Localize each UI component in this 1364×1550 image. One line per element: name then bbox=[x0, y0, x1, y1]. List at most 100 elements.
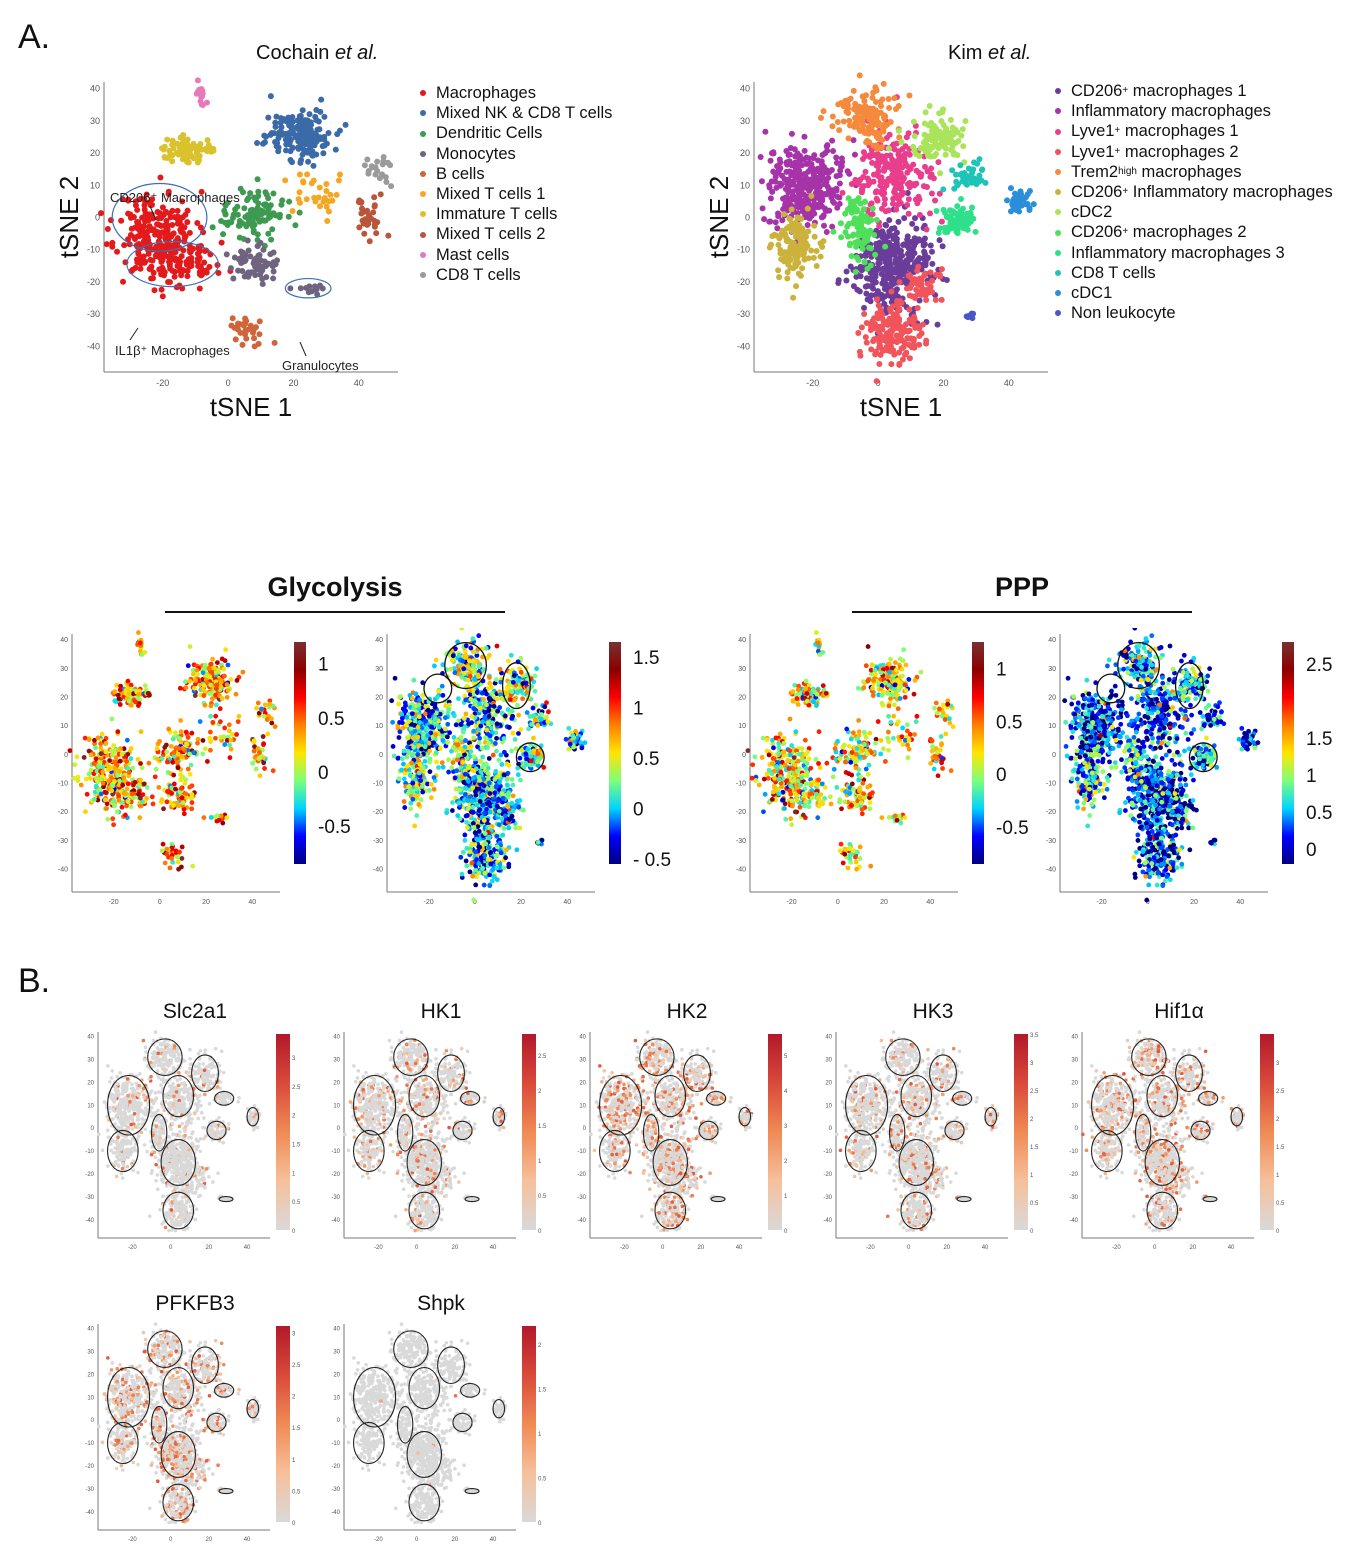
data-point bbox=[932, 198, 938, 204]
data-point bbox=[1015, 195, 1021, 201]
legend-label: CD8 T cells bbox=[1071, 263, 1156, 283]
data-point bbox=[120, 783, 125, 788]
data-point bbox=[862, 199, 868, 205]
legend-swatch bbox=[420, 232, 426, 238]
data-point bbox=[393, 676, 398, 681]
data-point bbox=[863, 105, 869, 111]
data-point bbox=[307, 111, 313, 117]
data-point bbox=[464, 863, 469, 868]
data-point bbox=[297, 189, 303, 195]
data-point bbox=[252, 749, 257, 754]
data-point bbox=[848, 96, 854, 102]
legend-item: CD8 T cells bbox=[1055, 263, 1333, 283]
data-point bbox=[217, 818, 222, 823]
data-point bbox=[924, 287, 930, 293]
data-point bbox=[895, 202, 901, 208]
data-point bbox=[187, 752, 192, 757]
y-tick-label: 0 bbox=[745, 212, 750, 222]
data-point bbox=[138, 778, 143, 783]
data-point bbox=[383, 174, 389, 180]
data-point bbox=[808, 248, 814, 254]
data-point bbox=[200, 687, 205, 692]
data-point bbox=[89, 753, 94, 758]
data-point bbox=[876, 302, 882, 308]
data-point bbox=[183, 685, 188, 690]
data-point bbox=[906, 196, 912, 202]
data-point bbox=[886, 105, 892, 111]
data-point bbox=[474, 837, 479, 842]
data-point bbox=[201, 815, 206, 820]
data-point bbox=[136, 630, 141, 635]
data-point bbox=[979, 166, 985, 172]
data-point bbox=[500, 791, 505, 796]
data-point bbox=[912, 325, 918, 331]
data-point bbox=[320, 136, 326, 142]
data-point bbox=[443, 715, 448, 720]
data-point bbox=[132, 225, 138, 231]
data-point bbox=[276, 131, 282, 137]
data-point bbox=[829, 138, 835, 144]
data-point bbox=[889, 172, 895, 178]
data-point bbox=[497, 758, 502, 763]
data-point bbox=[969, 205, 975, 211]
legend-item: Inflammatory macrophages 3 bbox=[1055, 243, 1333, 263]
data-point bbox=[864, 340, 870, 346]
data-point bbox=[844, 268, 850, 274]
data-point bbox=[964, 182, 970, 188]
data-point bbox=[220, 231, 226, 237]
data-point bbox=[775, 267, 781, 273]
legend-swatch bbox=[1055, 88, 1061, 94]
data-point bbox=[955, 222, 961, 228]
data-point bbox=[209, 662, 214, 667]
data-point bbox=[397, 735, 402, 740]
data-point bbox=[323, 181, 329, 187]
data-point bbox=[128, 215, 134, 221]
data-point bbox=[400, 756, 405, 761]
kim-title-text: Kim bbox=[948, 42, 988, 64]
data-point bbox=[111, 743, 116, 748]
data-point bbox=[463, 712, 468, 717]
glycolysis-rule bbox=[165, 611, 505, 613]
data-point bbox=[876, 324, 882, 330]
y-tick-label: -20 bbox=[737, 277, 750, 287]
legend-label: CD206 bbox=[1071, 222, 1122, 242]
y-tick-label: 10 bbox=[60, 723, 68, 730]
data-point bbox=[928, 269, 934, 275]
data-point bbox=[830, 198, 836, 204]
data-point bbox=[205, 759, 210, 764]
data-point bbox=[123, 813, 128, 818]
data-point bbox=[817, 201, 823, 207]
data-point bbox=[881, 81, 887, 87]
data-point bbox=[907, 152, 913, 158]
data-point bbox=[857, 127, 863, 133]
data-point bbox=[110, 717, 115, 722]
data-point bbox=[230, 732, 235, 737]
data-point bbox=[83, 809, 88, 814]
data-point bbox=[482, 883, 487, 888]
data-point bbox=[920, 322, 926, 328]
data-point bbox=[837, 180, 843, 186]
data-point bbox=[786, 224, 792, 230]
data-point bbox=[860, 174, 866, 180]
y-tick-label: -10 bbox=[58, 781, 68, 788]
data-point bbox=[410, 696, 415, 701]
data-point bbox=[138, 255, 144, 261]
data-point bbox=[470, 805, 475, 810]
data-point bbox=[427, 749, 432, 754]
data-point bbox=[927, 210, 933, 216]
data-point bbox=[145, 228, 151, 234]
data-point bbox=[151, 802, 156, 807]
data-point bbox=[273, 212, 279, 218]
data-point bbox=[776, 242, 782, 248]
data-point bbox=[842, 229, 848, 235]
data-point bbox=[430, 709, 435, 714]
data-point bbox=[870, 211, 876, 217]
data-point bbox=[931, 126, 937, 132]
data-point bbox=[271, 768, 276, 773]
data-point bbox=[300, 107, 306, 113]
data-point bbox=[866, 245, 872, 251]
data-point bbox=[815, 166, 821, 172]
data-point bbox=[221, 208, 227, 214]
legend-item: Lyve1+ macrophages 1 bbox=[1055, 121, 1333, 141]
data-point bbox=[863, 291, 869, 297]
